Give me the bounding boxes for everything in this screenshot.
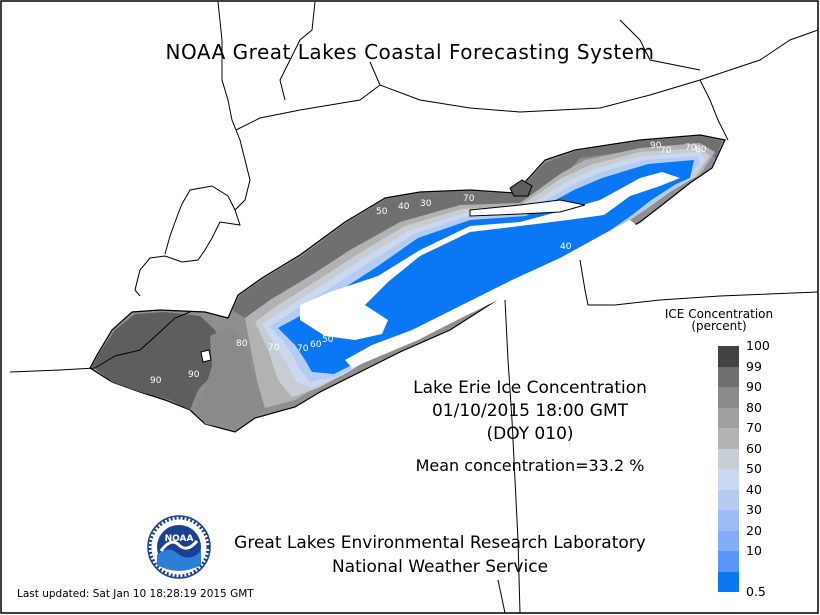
contour-label: 50 xyxy=(322,335,334,345)
lab-credit: Great Lakes Environmental Research Labor… xyxy=(205,531,675,579)
long-point xyxy=(469,199,586,217)
legend-swatch xyxy=(718,551,739,572)
contour-label: 80 xyxy=(695,145,707,155)
noaa-logo-icon: NOAA xyxy=(147,515,211,579)
legend-swatch xyxy=(718,469,739,490)
open-water xyxy=(300,172,680,368)
contour-label: 70 xyxy=(685,143,697,153)
legend-label: 50 xyxy=(746,461,762,476)
long-point-bay xyxy=(509,179,533,197)
legend-swatch xyxy=(718,571,739,592)
contour-label: 80 xyxy=(236,339,248,349)
legend-title: ICE Concentration (percent) xyxy=(654,308,784,332)
logo-text: NOAA xyxy=(165,534,194,544)
legend-label: 100 xyxy=(746,338,770,353)
contour-label: 50 xyxy=(376,207,388,217)
legend-title-line2: (percent) xyxy=(691,319,747,333)
contour-label: 50 xyxy=(604,236,616,246)
legend-swatch xyxy=(718,530,739,551)
ice-west-basin-dark xyxy=(92,312,222,410)
legend-swatch xyxy=(718,366,739,387)
legend-label: 10 xyxy=(746,543,762,558)
contour-label: 50 xyxy=(486,308,498,318)
contour-label: 90 xyxy=(650,141,662,151)
legend-label: 90 xyxy=(746,379,762,394)
legend-row: 60 xyxy=(718,441,792,469)
lab-credit-line2: National Weather Service xyxy=(331,557,549,577)
contour-label: 40 xyxy=(398,202,410,212)
system-title: NOAA Great Lakes Coastal Forecasting Sys… xyxy=(165,40,655,64)
legend-label: 70 xyxy=(746,420,762,435)
political-boundaries xyxy=(9,1,819,614)
plot-title-line3: (DOY 010) xyxy=(486,424,574,444)
legend-row: 90 xyxy=(718,379,792,408)
legend-row: 99 xyxy=(718,359,792,387)
last-updated: Last updated: Sat Jan 10 18:28:19 2015 G… xyxy=(17,588,254,600)
legend-row: 40 xyxy=(718,482,792,510)
legend-label: 60 xyxy=(746,440,762,456)
legend-label: 99 xyxy=(746,358,762,374)
legend-label: 30 xyxy=(746,502,762,517)
mean-concentration: Mean concentration=33.2 % xyxy=(415,456,645,475)
legend-swatch xyxy=(718,387,739,408)
legend-row: 100 xyxy=(718,338,792,367)
legend-label: 0.5 xyxy=(746,583,766,599)
legend-row: 30 xyxy=(718,502,792,531)
legend-colorbar: 100 99 90 80 70 60 50 40 30 20 10 0.5 xyxy=(718,338,792,599)
contour-label: 70 xyxy=(297,344,309,354)
contour-label: 70 xyxy=(268,343,280,353)
legend-row: 80 xyxy=(718,400,792,428)
legend-title-line1: ICE Concentration xyxy=(664,307,774,321)
legend-label: 40 xyxy=(746,481,762,497)
legend-label: 80 xyxy=(746,399,762,415)
lab-credit-line1: Great Lakes Environmental Research Labor… xyxy=(234,533,646,553)
plot-title-line1: Lake Erie Ice Concentration xyxy=(413,378,647,398)
contour-label: 30 xyxy=(420,199,432,209)
legend-row: 50 xyxy=(718,461,792,490)
ice-west-basin-80 xyxy=(195,328,265,430)
legend-row: 70 xyxy=(718,420,792,449)
contour-label: 90 xyxy=(188,370,200,380)
legend-swatch xyxy=(718,448,739,469)
legend-swatch xyxy=(718,428,739,449)
pelee-island xyxy=(200,349,212,363)
legend-swatch xyxy=(718,489,739,510)
contour-label: 70 xyxy=(660,146,672,156)
legend-row: 20 xyxy=(718,523,792,551)
plot-title-line2: 01/10/2015 18:00 GMT xyxy=(431,401,628,421)
legend-swatch xyxy=(718,510,739,531)
legend-swatch xyxy=(718,346,739,367)
contour-label: 60 xyxy=(310,340,322,350)
legend-swatch xyxy=(718,407,739,428)
contour-label: 40 xyxy=(560,242,572,252)
contour-label: 70 xyxy=(463,194,475,204)
contour-label: 90 xyxy=(150,376,162,386)
plot-title: Lake Erie Ice Concentration 01/10/2015 1… xyxy=(360,377,700,446)
legend-row: 10 xyxy=(718,543,792,572)
legend-label: 20 xyxy=(746,522,762,538)
legend-row: 0.5 xyxy=(718,571,792,599)
